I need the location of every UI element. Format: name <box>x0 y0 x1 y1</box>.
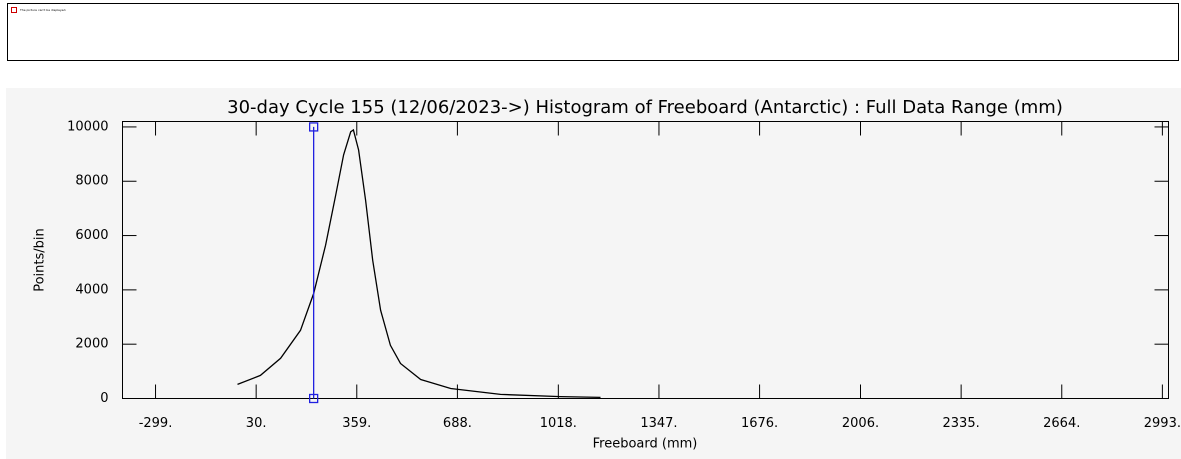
x-tick-label: 688. <box>443 416 472 431</box>
plot-frame <box>122 121 1169 399</box>
x-tick-label: 2993. <box>1144 416 1181 431</box>
marker-handle <box>309 393 319 404</box>
x-axis-label: Freeboard (mm) <box>593 437 698 452</box>
chart-panel <box>6 88 1181 459</box>
broken-image-text: The picture can't be displayed. <box>19 8 66 12</box>
x-tick-label: -299. <box>139 416 173 431</box>
x-tick-label: 1676. <box>741 416 778 431</box>
x-tick-label: 30. <box>246 416 267 431</box>
x-tick-label: 359. <box>342 416 371 431</box>
y-tick-label: 10000 <box>67 119 108 134</box>
x-tick-label: 2664. <box>1043 416 1080 431</box>
y-tick-label: 0 <box>100 391 108 406</box>
x-tick-label: 1018. <box>540 416 577 431</box>
y-tick-label: 8000 <box>75 174 108 189</box>
x-tick-label: 2006. <box>842 416 879 431</box>
y-tick-label: 6000 <box>75 228 108 243</box>
chart-title: 30-day Cycle 155 (12/06/2023->) Histogra… <box>227 97 1063 118</box>
x-tick-label: 2335. <box>943 416 980 431</box>
broken-image-frame <box>7 3 1179 61</box>
broken-image-icon <box>11 7 17 13</box>
marker-handle <box>309 122 319 132</box>
y-tick-label: 4000 <box>75 282 108 297</box>
y-tick-label: 2000 <box>75 337 108 352</box>
x-tick-label: 1347. <box>640 416 677 431</box>
histogram-line <box>237 128 601 399</box>
y-axis-label: Points/bin <box>33 228 48 292</box>
